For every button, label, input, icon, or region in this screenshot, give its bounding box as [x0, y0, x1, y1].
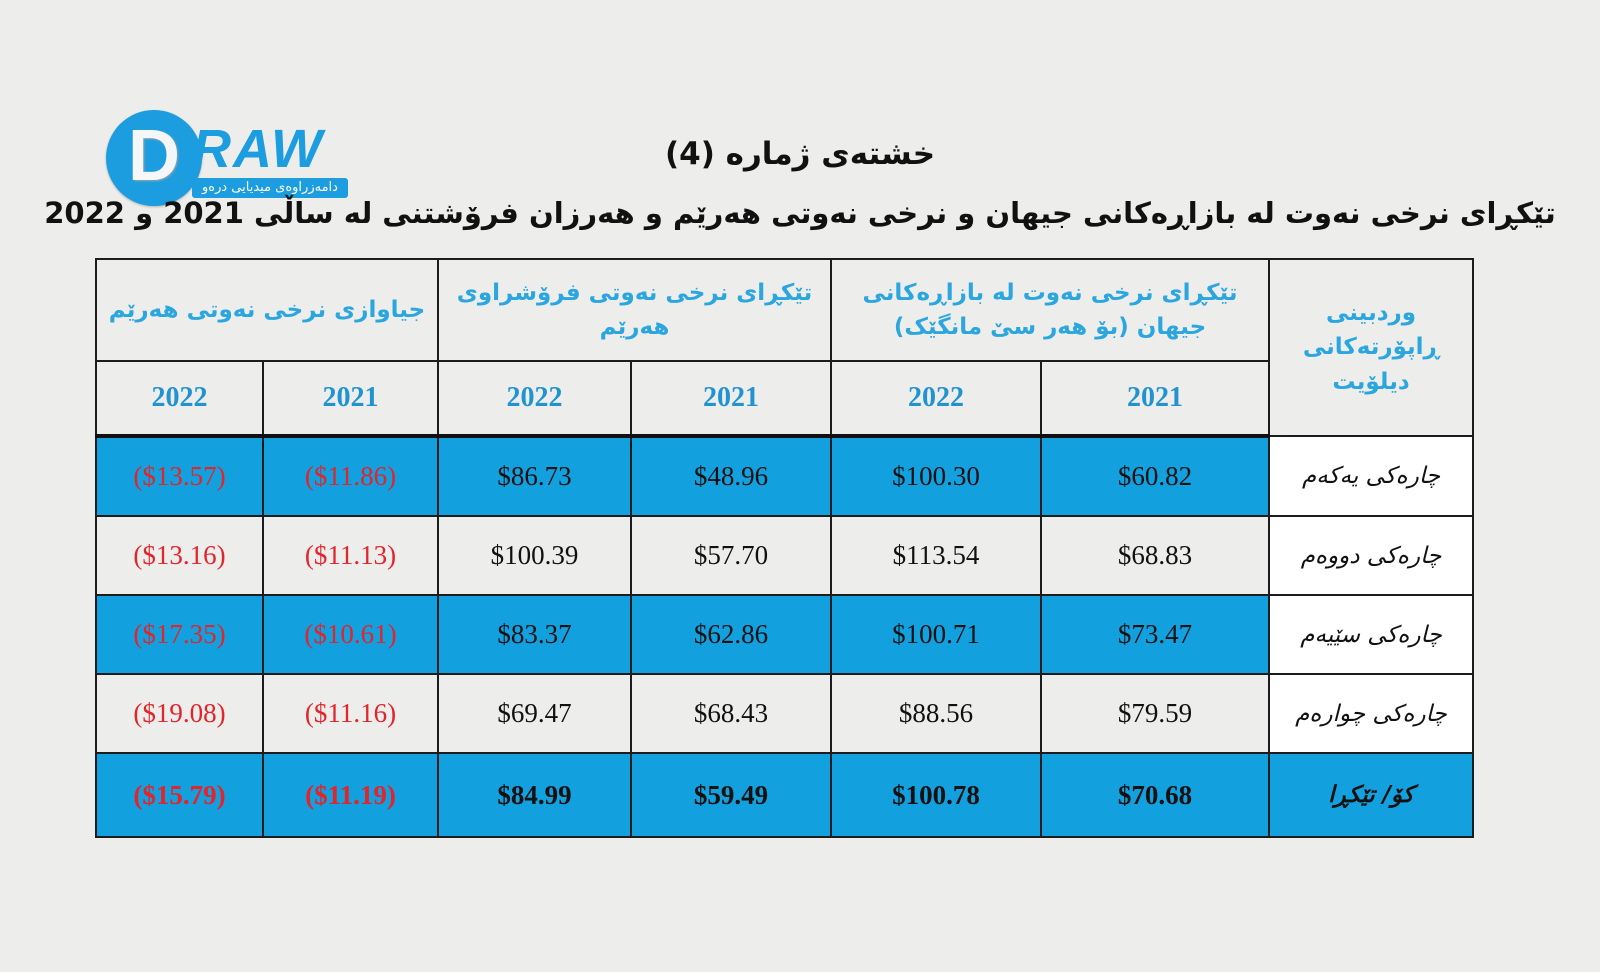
value-cell: $68.43 — [630, 673, 833, 754]
table-row-q1: ($13.57) ($11.86) $86.73 $48.96 $100.30 … — [95, 435, 1475, 517]
value-cell: $86.73 — [437, 435, 633, 517]
value-cell: $113.54 — [830, 515, 1043, 596]
value-cell: ($11.16) — [261, 673, 440, 754]
logo-circle-icon: D — [106, 110, 202, 206]
oil-price-table: جیاوازی نرخی نەوتی هەرێم تێکڕای نرخی نەو… — [94, 258, 1475, 838]
year-label: 2022 — [908, 382, 965, 413]
group-header-region-diff: جیاوازی نرخی نەوتی هەرێم — [94, 258, 440, 362]
value-cell: $84.99 — [437, 752, 633, 838]
group-header-world-price-label: تێکڕای نرخی نەوت لە بازاڕەکانی جیهان (بۆ… — [862, 279, 1238, 341]
draw-media-logo: D RAW دامەزراوەی میدیایی درەو — [106, 110, 348, 206]
value-cell: ($11.19) — [261, 752, 440, 838]
group-header-region-diff-label: جیاوازی نرخی نەوتی هەرێم — [108, 296, 426, 323]
year-header: 2021 — [261, 360, 440, 438]
table-row-q4: ($19.08) ($11.16) $69.47 $68.43 $88.56 $… — [95, 673, 1475, 754]
group-header-deloitte-reports-label: وردبینی ڕاپۆرتەکانی دیلۆیت — [1302, 299, 1440, 395]
value-cell: $79.59 — [1040, 673, 1271, 754]
logo-tagline: دامەزراوەی میدیایی درەو — [192, 178, 348, 199]
value-cell: ($15.79) — [95, 752, 264, 838]
value-cell: $70.68 — [1040, 752, 1271, 838]
value-cell: $68.83 — [1040, 515, 1271, 596]
value-cell: ($11.13) — [261, 515, 440, 596]
page-title: خشتەی ژمارە (4) — [664, 136, 936, 172]
row-label-q2: چارەکی دووەم — [1268, 515, 1475, 596]
table-row-q3: ($17.35) ($10.61) $83.37 $62.86 $100.71 … — [95, 594, 1475, 675]
value-cell: $62.86 — [630, 594, 833, 675]
logo-raw-text: RAW — [192, 119, 324, 179]
value-cell: ($19.08) — [95, 673, 264, 754]
page-subtitle: تێکڕای نرخی نەوت لە بازاڕەکانی جیهان و ن… — [44, 196, 1556, 230]
value-cell: $88.56 — [830, 673, 1043, 754]
value-cell: $83.37 — [437, 594, 633, 675]
value-cell: $100.39 — [437, 515, 633, 596]
value-cell: $48.96 — [630, 435, 833, 517]
year-label: 2021 — [322, 382, 379, 413]
value-cell: $73.47 — [1040, 594, 1271, 675]
year-header-row: 2022 2021 2022 2021 2022 2021 — [95, 360, 1473, 438]
table-row-total: ($15.79) ($11.19) $84.99 $59.49 $100.78 … — [95, 752, 1475, 838]
year-header: 2022 — [95, 360, 264, 438]
value-cell: $59.49 — [630, 752, 833, 838]
group-header-region-sold: تێکڕای نرخی نەوتی فرۆشراوی هەرێم — [437, 258, 833, 362]
logo-text-block: RAW دامەزراوەی میدیایی درەو — [192, 119, 348, 199]
group-header-deloitte-reports: وردبینی ڕاپۆرتەکانی دیلۆیت — [1268, 258, 1475, 437]
group-header-world-price: تێکڕای نرخی نەوت لە بازاڕەکانی جیهان (بۆ… — [830, 258, 1271, 362]
value-cell: ($13.57) — [95, 435, 264, 517]
year-header: 2021 — [630, 360, 833, 438]
value-cell: $69.47 — [437, 673, 633, 754]
value-cell: ($13.16) — [95, 515, 264, 596]
value-cell: ($11.86) — [261, 435, 440, 517]
row-label-q4: چارەکی چوارەم — [1268, 673, 1475, 754]
year-header: 2021 — [1040, 360, 1271, 438]
group-header-region-sold-label: تێکڕای نرخی نەوتی فرۆشراوی هەرێم — [456, 279, 813, 341]
row-label-total: کۆ/ تێکڕا — [1268, 752, 1475, 838]
row-label-q1: چارەکی یەکەم — [1268, 435, 1475, 517]
table-row-q2: ($13.16) ($11.13) $100.39 $57.70 $113.54… — [95, 515, 1475, 596]
year-label: 2021 — [1127, 382, 1184, 413]
value-cell: $100.71 — [830, 594, 1043, 675]
value-cell: $60.82 — [1040, 435, 1271, 517]
value-cell: $100.30 — [830, 435, 1043, 517]
year-label: 2022 — [506, 382, 563, 413]
year-header: 2022 — [830, 360, 1043, 438]
oil-price-table-wrap: جیاوازی نرخی نەوتی هەرێم تێکڕای نرخی نەو… — [94, 258, 1475, 838]
logo-d-letter: D — [128, 116, 180, 196]
value-cell: ($17.35) — [95, 594, 264, 675]
group-header-row: جیاوازی نرخی نەوتی هەرێم تێکڕای نرخی نەو… — [94, 258, 1475, 437]
value-cell: ($10.61) — [261, 594, 440, 675]
value-cell: $100.78 — [830, 752, 1043, 838]
year-label: 2021 — [703, 382, 760, 413]
year-label: 2022 — [151, 382, 208, 413]
row-label-q3: چارەکی سێیەم — [1268, 594, 1475, 675]
year-header: 2022 — [437, 360, 633, 438]
value-cell: $57.70 — [630, 515, 833, 596]
